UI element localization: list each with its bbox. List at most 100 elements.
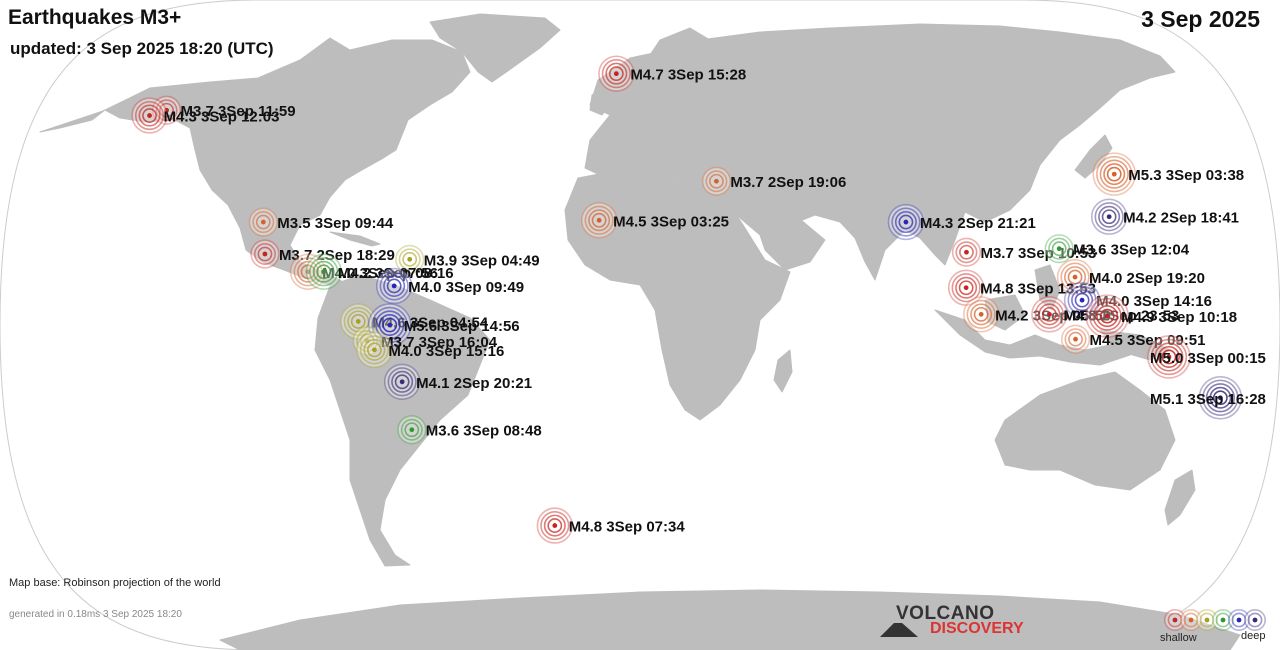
- quake-label[interactable]: M4.9 3Sep 10:18: [1121, 309, 1237, 326]
- quake-label[interactable]: M3.5 3Sep 09:44: [277, 215, 394, 232]
- quake-center: [305, 269, 311, 275]
- quake-label[interactable]: M3.7 2Sep 18:29: [279, 247, 395, 264]
- quake-label[interactable]: M3.7 2Sep 19:06: [730, 174, 846, 191]
- quake-label[interactable]: M4.0 3Sep 09:49: [408, 279, 524, 296]
- quake-marker[interactable]: M4.2 2Sep 18:41: [1090, 198, 1239, 235]
- quake-marker[interactable]: M5.1 3Sep 16:28: [1150, 375, 1266, 420]
- quake-label[interactable]: M4.7 3Sep 15:28: [630, 67, 746, 84]
- quake-label[interactable]: M3.7 3Sep 16:04: [381, 334, 498, 351]
- quake-ring: [966, 299, 996, 329]
- quake-label[interactable]: M5.3 3Sep 03:38: [1128, 167, 1244, 184]
- quake-ring: [970, 303, 993, 326]
- quake-ring: [958, 280, 974, 296]
- quake-marker[interactable]: M4.6 3Sep 04:54: [340, 303, 489, 340]
- quake-center: [903, 219, 909, 225]
- quake-ring: [300, 264, 316, 280]
- quake-label[interactable]: M3.9 3Sep 04:49: [424, 252, 540, 269]
- quake-marker[interactable]: M3.5 3Sep 09:44: [248, 207, 394, 237]
- new-zealand: [1164, 469, 1196, 526]
- quake-marker[interactable]: M3.6 3Sep 12:04: [1044, 234, 1190, 264]
- quake-marker[interactable]: M4.3 3Sep 12:03: [131, 97, 280, 134]
- quake-marker[interactable]: M3.6 3Sep 08:48: [397, 415, 542, 445]
- quake-ring: [383, 274, 406, 297]
- quake-marker[interactable]: M4.3 2Sep 21:21: [887, 203, 1036, 241]
- quake-label[interactable]: M3.6 3Sep 12:04: [1073, 242, 1190, 259]
- quake-label[interactable]: M4.8 3Sep 07:34: [569, 519, 686, 536]
- quake-marker[interactable]: M3.7 2Sep 19:06: [701, 166, 847, 196]
- quake-ring: [584, 205, 614, 235]
- quake-center: [1056, 246, 1062, 252]
- quake-label[interactable]: M4.2 3Sep 08:16: [338, 265, 454, 282]
- quake-marker[interactable]: M3.7 2Sep 18:29: [250, 239, 395, 269]
- quake-marker[interactable]: M4.9 3Sep 10:18: [1085, 294, 1237, 338]
- quake-label[interactable]: M4.0 3Sep 15:16: [388, 343, 504, 360]
- quake-label[interactable]: M5.6 3Sep 14:56: [404, 318, 520, 335]
- quake-ring: [138, 104, 161, 127]
- legend-deep: deep: [1241, 630, 1266, 642]
- quake-ring: [363, 338, 386, 361]
- quake-label[interactable]: M4.0 2Sep 19:20: [1089, 270, 1205, 287]
- quake-label[interactable]: M5.1 3Sep 16:28: [1150, 391, 1266, 408]
- quake-ring: [297, 260, 320, 283]
- quake-marker[interactable]: M5.6 3Sep 14:56: [367, 303, 520, 347]
- quake-marker[interactable]: M4.2 3Sep 05:50: [962, 296, 1111, 333]
- quake-marker[interactable]: M4.0 2Sep 19:20: [1056, 258, 1205, 296]
- philippines: [1034, 264, 1061, 311]
- quake-ring: [1060, 262, 1090, 292]
- quake-ring: [709, 173, 724, 189]
- quake-marker[interactable]: M4.1 2Sep 20:21: [383, 363, 532, 400]
- quake-ring: [1088, 297, 1126, 335]
- quake-ring: [1101, 209, 1117, 225]
- quake-marker[interactable]: M4.0 3Sep 15:16: [356, 331, 504, 369]
- quake-marker[interactable]: M4.2 3Sep 08:16: [305, 253, 454, 290]
- quake-label[interactable]: M3.7 3Sep 10:53: [980, 245, 1096, 262]
- north-america: [104, 37, 471, 286]
- quake-ring: [1071, 289, 1094, 312]
- quake-label[interactable]: M4.8 3Sep 13:53: [980, 281, 1096, 298]
- caribbean: [329, 231, 381, 247]
- quake-marker[interactable]: M3.7 3Sep 10:53: [951, 237, 1097, 267]
- quake-ring: [1161, 349, 1177, 365]
- legend-ring: [1167, 612, 1183, 628]
- quake-marker[interactable]: M4.0 3Sep 07:56: [289, 253, 438, 290]
- quake-label[interactable]: M4.2 2Sep 18:41: [1123, 210, 1239, 227]
- quake-ring: [1209, 386, 1232, 409]
- quake-ring: [1157, 345, 1180, 368]
- volcano-icon: [880, 623, 918, 637]
- quake-marker[interactable]: M3.9 3Sep 04:49: [395, 244, 540, 274]
- quake-label[interactable]: M4.2 3Sep 05:50: [995, 307, 1111, 324]
- quake-label[interactable]: M4.0 3Sep 07:56: [322, 265, 438, 282]
- legend-depth-swatch: [1164, 609, 1186, 631]
- quake-label[interactable]: M3.7 3Sep 11:59: [181, 103, 296, 120]
- legend-center: [1204, 617, 1210, 623]
- quake-ring: [134, 100, 165, 131]
- quake-marker[interactable]: M4.0 3Sep 14:16: [1063, 281, 1212, 319]
- quake-label[interactable]: M4.5 3Sep 03:25: [613, 213, 729, 230]
- quake-label[interactable]: M3.6 3Sep 08:48: [426, 423, 542, 440]
- quake-label[interactable]: M4.1 2Sep 20:21: [416, 375, 532, 392]
- quake-center: [964, 249, 969, 255]
- legend-center: [1172, 617, 1178, 623]
- quake-marker[interactable]: M3.7 3Sep 16:04: [352, 326, 498, 356]
- quake-marker[interactable]: M4.0 3Sep 09:49: [375, 267, 524, 305]
- quake-ring: [367, 342, 382, 358]
- quake-ring: [1051, 241, 1067, 257]
- quake-ring: [1092, 301, 1122, 331]
- quake-label[interactable]: M4.3 2Sep 21:21: [920, 215, 1036, 232]
- volcano-discovery-logo[interactable]: VOLCANO DISCOVERY: [880, 603, 1040, 643]
- quake-marker[interactable]: M4.8 3Sep 13:53: [947, 269, 1096, 306]
- quake-marker[interactable]: M4.5 3Sep 03:25: [580, 202, 729, 239]
- quake-label[interactable]: M4.0 3Sep 14:16: [1096, 293, 1212, 310]
- quake-marker[interactable]: M5.3 3Sep 03:38: [1092, 152, 1244, 196]
- japan: [1074, 134, 1113, 179]
- legend-center: [1252, 617, 1258, 623]
- legend-ring: [1183, 612, 1199, 628]
- quake-marker[interactable]: M4.8 3Sep 07:34: [536, 507, 686, 544]
- british-isles: [589, 87, 613, 116]
- quake-marker[interactable]: M4.8 2Sep 23:53: [1031, 296, 1179, 333]
- quake-label[interactable]: M4.3 3Sep 12:03: [164, 109, 280, 126]
- australia: [994, 371, 1176, 491]
- quake-marker[interactable]: M4.7 3Sep 15:28: [598, 55, 746, 92]
- quake-label[interactable]: M5.0 3Sep 00:15: [1150, 350, 1266, 367]
- quake-marker[interactable]: M5.0 3Sep 00:15: [1147, 335, 1266, 379]
